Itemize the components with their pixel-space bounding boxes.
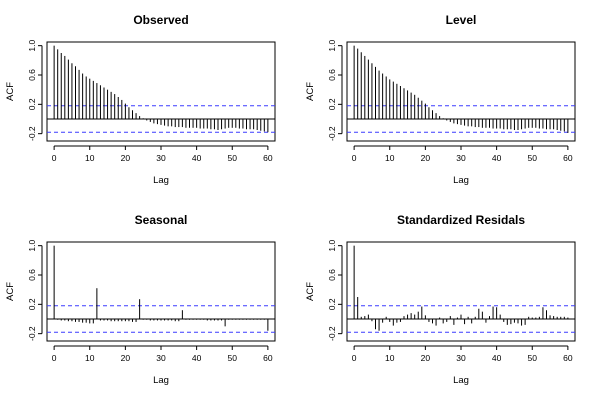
seasonal-x-tick-label: 40 xyxy=(192,353,202,363)
observed-y-tick-label: -0.2 xyxy=(27,126,37,141)
standardized-residuals-panel: Standardized Residals 0 10 20 30 40 50 60 Lag -0.… xyxy=(305,213,576,386)
level-x-tick-label: 50 xyxy=(528,153,538,163)
seasonal-y-tick-label: -0.2 xyxy=(27,326,37,341)
standardized-residuals-x-tick-label: 20 xyxy=(421,353,431,363)
observed-y-tick-label: 0.2 xyxy=(27,98,37,110)
seasonal-plot-frame xyxy=(46,241,276,342)
observed-x-tick-label: 50 xyxy=(228,153,238,163)
standardized-residuals-x-tick-label: 10 xyxy=(385,353,395,363)
level-x-tick-label: 10 xyxy=(385,153,395,163)
standardized-residuals-x-axis-label: Lag xyxy=(453,375,469,386)
level-y-tick-label: -0.2 xyxy=(327,126,337,141)
level-x-tick-label: 0 xyxy=(352,153,357,163)
observed-panel: Observed 0 10 20 30 40 50 60 Lag -0.2 0.2 0.6 1.0 ACF xyxy=(5,13,276,186)
seasonal-y-tick-label: 1.0 xyxy=(27,239,37,251)
level-panel: Level 0 10 20 30 40 50 60 Lag -0.2 0.2 0.6 1.0 ACF xyxy=(305,13,576,186)
level-x-axis-label: Lag xyxy=(453,175,469,186)
level-title: Level xyxy=(446,13,477,27)
seasonal-x-tick-label: 20 xyxy=(121,353,131,363)
seasonal-y-axis-label: ACF xyxy=(5,282,16,301)
standardized-residuals-x-tick-label: 30 xyxy=(456,353,466,363)
observed-y-axis: -0.2 0.2 0.6 1.0 ACF xyxy=(5,39,43,141)
standardized-residuals-x-axis: 0 10 20 30 40 50 60 Lag xyxy=(352,345,573,386)
seasonal-x-axis: 0 10 20 30 40 50 60 Lag xyxy=(52,345,273,386)
observed-x-tick-label: 40 xyxy=(192,153,202,163)
seasonal-panel: Seasonal 0 10 20 30 40 50 60 Lag -0.2 0.2 0.6 1.0 ACF xyxy=(5,213,276,386)
standardized-residuals-x-tick-label: 40 xyxy=(492,353,502,363)
observed-title: Observed xyxy=(133,13,188,27)
standardized-residuals-y-tick-label: 0.2 xyxy=(327,298,337,310)
standardized-residuals-x-tick-label: 0 xyxy=(352,353,357,363)
level-y-axis: -0.2 0.2 0.6 1.0 ACF xyxy=(305,39,343,141)
observed-x-tick-label: 0 xyxy=(52,153,57,163)
level-x-tick-label: 20 xyxy=(421,153,431,163)
level-y-axis-label: ACF xyxy=(305,82,316,101)
observed-y-tick-label: 0.6 xyxy=(27,69,37,81)
seasonal-y-axis: -0.2 0.2 0.6 1.0 ACF xyxy=(5,239,43,341)
observed-y-tick-label: 1.0 xyxy=(27,39,37,51)
seasonal-x-tick-label: 50 xyxy=(228,353,238,363)
seasonal-x-tick-label: 0 xyxy=(52,353,57,363)
level-y-tick-label: 0.6 xyxy=(327,69,337,81)
observed-plot-frame xyxy=(46,41,276,142)
level-y-tick-label: 1.0 xyxy=(327,39,337,51)
level-y-tick-label: 0.2 xyxy=(327,98,337,110)
observed-x-tick-label: 10 xyxy=(85,153,95,163)
standardized-residuals-y-tick-label: 1.0 xyxy=(327,239,337,251)
standardized-residuals-y-tick-label: 0.6 xyxy=(327,269,337,281)
standardized-residuals-x-tick-label: 50 xyxy=(528,353,538,363)
standardized-residuals-y-axis-label: ACF xyxy=(305,282,316,301)
level-x-axis: 0 10 20 30 40 50 60 Lag xyxy=(352,145,573,186)
seasonal-x-tick-label: 10 xyxy=(85,353,95,363)
level-plot-frame xyxy=(346,41,576,142)
seasonal-x-axis-label: Lag xyxy=(153,375,169,386)
standardized-residuals-y-axis: -0.2 0.2 0.6 1.0 ACF xyxy=(305,239,343,341)
seasonal-x-tick-label: 30 xyxy=(156,353,166,363)
observed-x-axis: 0 10 20 30 40 50 60 Lag xyxy=(52,145,273,186)
observed-x-tick-label: 30 xyxy=(156,153,166,163)
standardized-residuals-y-tick-label: -0.2 xyxy=(327,326,337,341)
standardized-residuals-x-tick-label: 60 xyxy=(563,353,573,363)
observed-x-tick-label: 60 xyxy=(263,153,273,163)
observed-x-axis-label: Lag xyxy=(153,175,169,186)
standardized-residuals-title: Standardized Residals xyxy=(397,213,525,227)
level-x-tick-label: 40 xyxy=(492,153,502,163)
standardized-residuals-plot-frame xyxy=(346,241,576,342)
seasonal-title: Seasonal xyxy=(135,213,188,227)
observed-x-tick-label: 20 xyxy=(121,153,131,163)
seasonal-x-tick-label: 60 xyxy=(263,353,273,363)
level-x-tick-label: 60 xyxy=(563,153,573,163)
seasonal-y-tick-label: 0.6 xyxy=(27,269,37,281)
seasonal-y-tick-label: 0.2 xyxy=(27,298,37,310)
level-x-tick-label: 30 xyxy=(456,153,466,163)
observed-y-axis-label: ACF xyxy=(5,82,16,101)
